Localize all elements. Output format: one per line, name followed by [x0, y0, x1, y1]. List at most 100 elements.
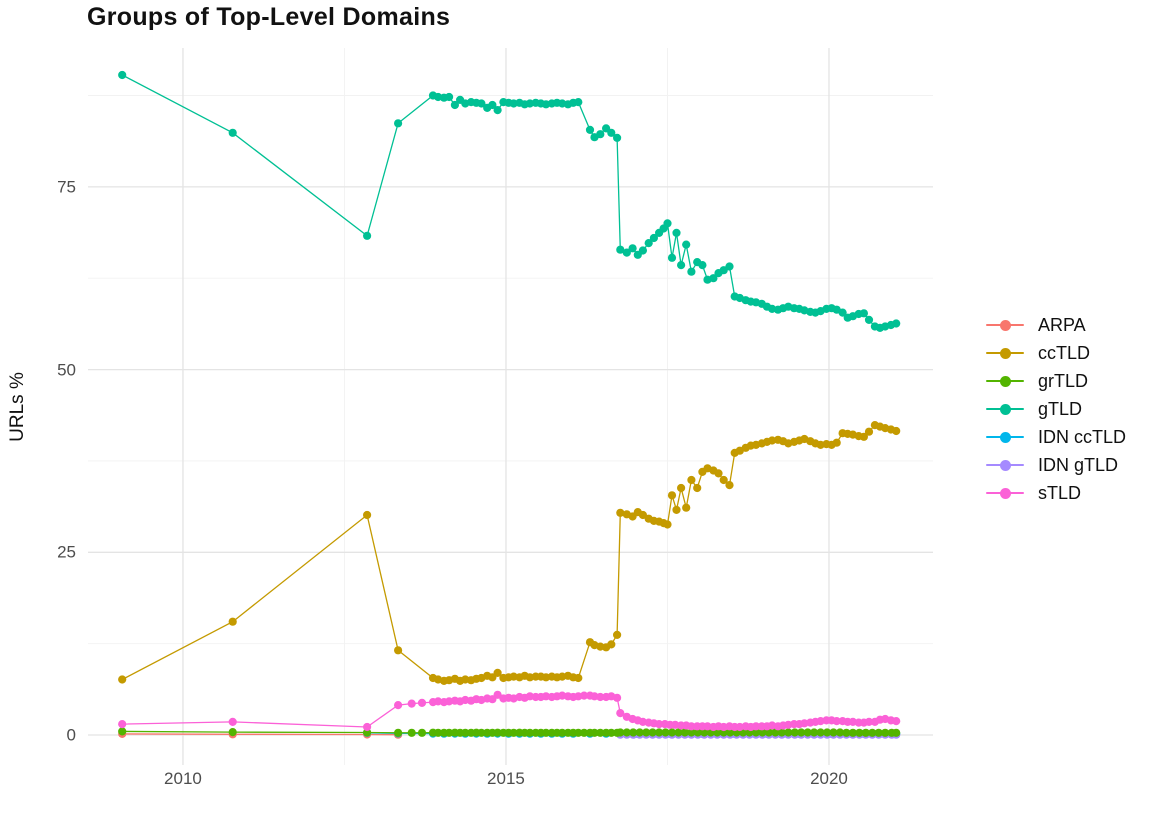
- data-point: [616, 709, 625, 718]
- data-point: [477, 728, 486, 737]
- legend-item-label: gTLD: [1038, 398, 1083, 419]
- data-point: [674, 728, 683, 737]
- data-point: [663, 520, 672, 529]
- data-point: [613, 693, 622, 702]
- data-point: [892, 717, 901, 726]
- data-point: [797, 728, 806, 737]
- data-point: [864, 315, 874, 324]
- data-point: [758, 728, 767, 737]
- legend-item-label: ARPA: [1038, 314, 1086, 335]
- series-stld: [118, 690, 901, 732]
- data-point: [751, 722, 761, 731]
- legend-item-arpa: ARPA: [986, 314, 1126, 335]
- data-point: [803, 728, 812, 737]
- data-point: [450, 100, 459, 110]
- data-point: [892, 426, 901, 436]
- data-point: [661, 728, 670, 737]
- data-point: [118, 675, 127, 684]
- data-point: [509, 728, 518, 737]
- data-point: [574, 98, 583, 107]
- data-point: [672, 228, 681, 237]
- data-point: [764, 728, 774, 737]
- data-point: [629, 728, 638, 737]
- data-point: [864, 427, 874, 436]
- data-point: [848, 728, 858, 737]
- data-point: [864, 717, 874, 727]
- series-line: [122, 733, 399, 736]
- y-tick-label: 75: [57, 177, 76, 197]
- data-point: [590, 728, 599, 737]
- data-point: [445, 92, 454, 102]
- data-point: [648, 728, 657, 737]
- data-point: [574, 728, 583, 737]
- series-grtld: [118, 727, 901, 737]
- data-point: [725, 481, 734, 490]
- data-point: [687, 722, 696, 731]
- data-point: [859, 432, 869, 441]
- legend-line-dot-icon: [986, 458, 1024, 472]
- series-cctld: [118, 421, 901, 686]
- series-gtld: [118, 70, 901, 332]
- data-point: [622, 728, 631, 737]
- data-point: [677, 261, 686, 270]
- data-point: [719, 475, 728, 485]
- data-point: [859, 309, 869, 318]
- data-point: [445, 728, 454, 737]
- data-point: [407, 728, 416, 737]
- data-point: [700, 728, 709, 737]
- x-tick-label: 2020: [810, 769, 848, 788]
- data-point: [228, 717, 237, 727]
- legend-line-dot-icon: [986, 318, 1024, 332]
- data-point: [868, 728, 877, 737]
- series-line: [121, 424, 897, 682]
- data-point: [881, 728, 890, 737]
- legend-item-label: sTLD: [1038, 482, 1082, 503]
- data-point: [687, 728, 696, 737]
- data-point: [228, 128, 237, 137]
- legend-line-dot-icon: [986, 346, 1024, 360]
- data-point: [861, 728, 870, 737]
- data-point: [622, 248, 631, 257]
- legend-line-dot-icon: [986, 430, 1024, 444]
- data-point: [493, 668, 502, 678]
- data-point: [687, 267, 696, 276]
- data-point: [835, 728, 845, 737]
- legend-item-label: grTLD: [1038, 370, 1089, 391]
- data-point: [687, 475, 696, 485]
- data-point: [682, 240, 691, 249]
- data-point: [667, 491, 677, 500]
- data-point: [461, 728, 470, 737]
- data-point: [784, 728, 793, 737]
- data-point: [616, 728, 625, 737]
- data-point: [663, 219, 672, 228]
- data-point: [714, 469, 723, 478]
- data-point: [832, 438, 841, 447]
- data-point: [394, 728, 403, 737]
- data-point: [477, 99, 486, 108]
- legend: ARPA ccTLD grTLD gTLD IDN ccTLD IDN gTLD sTLD: [986, 314, 1126, 503]
- legend-item-stld: sTLD: [986, 482, 1126, 503]
- data-point: [118, 727, 127, 736]
- grid-major: [88, 48, 933, 765]
- legend-item-idn-cctld: IDN ccTLD: [986, 427, 1126, 447]
- data-point: [842, 728, 851, 737]
- data-point: [698, 261, 707, 270]
- data-point: [613, 630, 622, 640]
- data-point: [655, 720, 664, 729]
- legend-item-idn-gtld: IDN gTLD: [986, 455, 1126, 475]
- data-point: [892, 319, 901, 328]
- data-point: [892, 728, 901, 737]
- legend-line-dot-icon: [986, 374, 1024, 388]
- legend-item-gtld: gTLD: [986, 398, 1126, 419]
- data-point: [829, 728, 838, 737]
- data-point: [677, 483, 686, 493]
- data-point: [693, 728, 702, 737]
- data-point: [434, 728, 443, 737]
- data-point: [635, 728, 644, 737]
- legend-line-dot-icon: [986, 402, 1024, 416]
- data-point: [228, 728, 237, 737]
- data-point: [693, 483, 702, 493]
- x-tick-label: 2015: [487, 769, 525, 788]
- data-point: [407, 699, 416, 708]
- data-point: [680, 728, 690, 737]
